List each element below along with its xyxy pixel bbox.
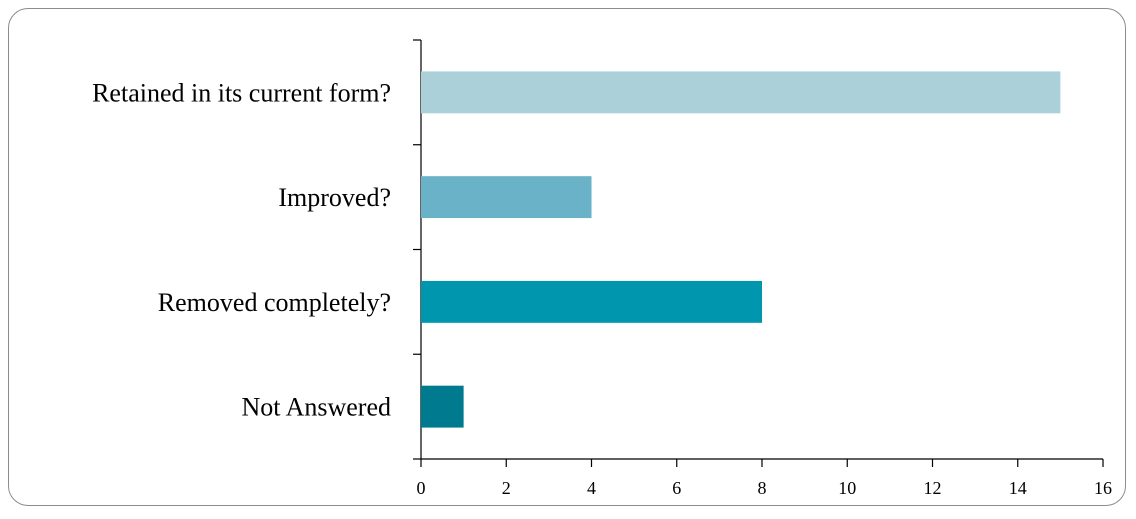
- x-tick-label: 10: [838, 478, 856, 498]
- bar: [421, 385, 464, 428]
- category-label: Retained in its current form?: [92, 78, 391, 107]
- x-tick-label: 16: [1094, 478, 1112, 498]
- category-label: Improved?: [278, 183, 391, 212]
- x-tick-label: 2: [502, 478, 511, 498]
- bar: [421, 71, 1061, 114]
- x-tick-label: 8: [758, 478, 767, 498]
- x-tick-label: 12: [924, 478, 942, 498]
- category-label: Removed completely?: [158, 288, 391, 317]
- x-tick-label: 4: [587, 478, 596, 498]
- x-tick-label: 6: [672, 478, 681, 498]
- x-tick-label: 14: [1009, 478, 1027, 498]
- category-label: Not Answered: [242, 393, 391, 422]
- x-tick-label: 0: [417, 478, 426, 498]
- bar: [421, 176, 592, 219]
- bar: [421, 280, 762, 323]
